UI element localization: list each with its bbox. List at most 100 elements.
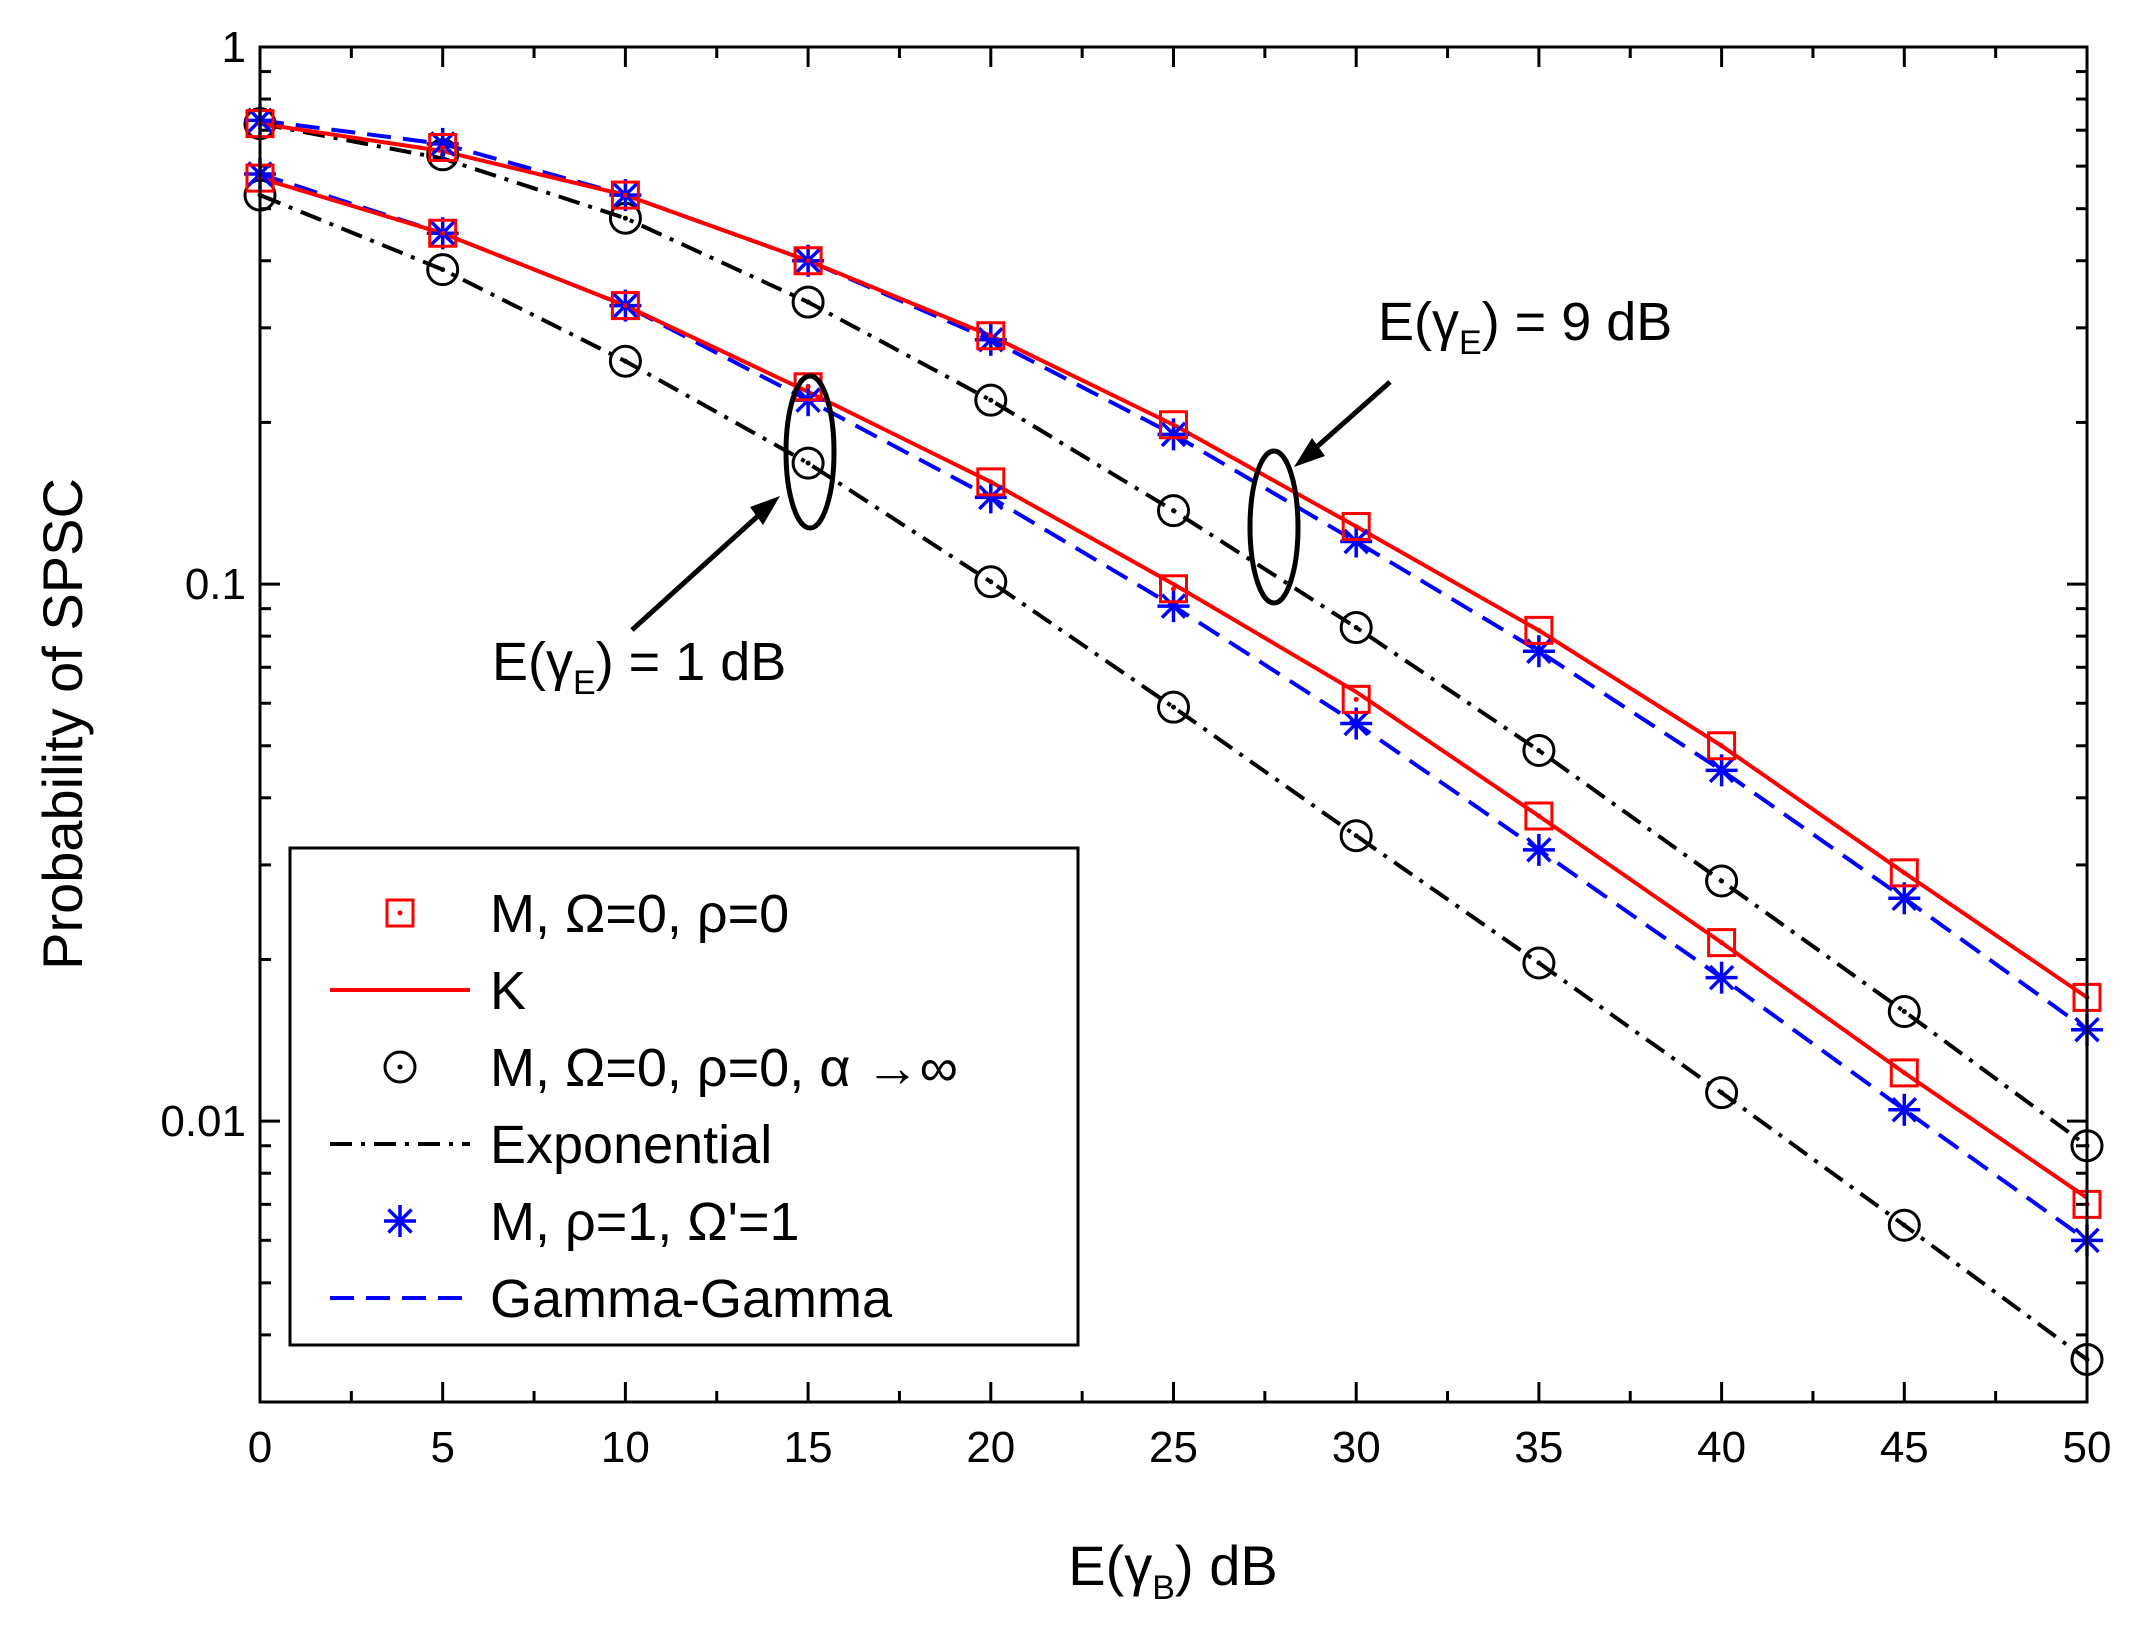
square-marker-dot [440,230,446,236]
point-m-0-0 [1889,858,1919,888]
point-m-1-1 [1705,961,1738,994]
point-m-1-1 [1340,525,1373,558]
circle-marker-dot [805,460,811,466]
plot-frame [258,45,2089,1404]
annotation-text-9db: E(γE) = 9 dB [1378,292,1672,362]
circle-marker-dot [1901,1222,1907,1228]
point-m-0-0 [1157,494,1190,528]
x-tick-label: 40 [1697,1423,1746,1472]
point-m-0-0 [1522,946,1556,980]
star-stroke [1708,757,1735,784]
circle-marker-dot [988,397,994,403]
point-m-0-0 [1524,801,1554,831]
square-marker-dot [988,479,994,485]
star-stroke [1891,885,1918,912]
x-tick-label: 5 [430,1423,454,1472]
y-tick-label: 0.1 [185,560,246,609]
star-stroke [1708,964,1735,991]
point-m-0-0 [1887,995,1921,1029]
series-group-0 [243,104,2104,1163]
legend-entry: M, ρ=1, Ω'=1 [384,1192,800,1252]
point-m-0-0 [793,246,823,276]
circle-marker-ring [1339,611,1373,645]
circle-marker-ring [383,1050,417,1084]
legend-entry: Gamma-Gamma [330,1269,893,1329]
legend-label: M, Ω=0, ρ=0, α →∞ [490,1038,958,1098]
square-marker-dot [1719,940,1725,946]
circle-marker-ring [1705,864,1739,898]
circle-marker-ring [791,285,825,319]
star-stroke [1343,528,1369,555]
circle-marker-ring [1157,690,1190,724]
square-marker-dot [622,192,628,198]
circle-marker-ring [426,253,460,287]
point-m-0-0 [791,446,825,480]
tick-labels: 0 5 10 15 20 25 30 35 40 45 50 1 0.1 0.01 [160,23,2111,1472]
circle-marker-ring [1339,819,1373,853]
circle-marker-ring [974,383,1008,417]
square-marker-dot [805,258,811,264]
point-m-0-0 [610,291,640,321]
point-m-0-0 [791,285,825,319]
square-marker-dot [622,303,628,309]
x-tick-label: 25 [1149,1423,1198,1472]
circle-marker-dot [1901,1009,1907,1015]
legend: M, Ω=0, ρ=0 K M, Ω=0, ρ=0, α →∞ Exponential… [288,846,1080,1347]
square-marker-box [976,321,1006,351]
circle-marker-ring [1705,1076,1739,1110]
line-k [259,176,2089,1200]
point-m-0-0 [426,253,460,287]
circle-marker-ring [1887,995,1921,1029]
square-marker-box [793,246,823,276]
legend-label: Exponential [490,1115,772,1175]
star-stroke [1160,421,1187,448]
circle-marker-ring [1522,946,1556,980]
square-marker-box [610,291,640,321]
circle-marker-ring [1157,494,1190,528]
square-marker-dot [1171,586,1176,592]
circle-marker-dot [988,579,994,585]
legend-entry: M, Ω=0, ρ=0 [385,884,789,944]
point-m-1-1 [1522,635,1555,668]
point-m-0-0 [976,321,1006,351]
point-m-0-0 [608,344,642,378]
circle-marker-dot [1719,878,1725,884]
x-tick-label: 10 [601,1423,650,1472]
square-marker-box [1707,928,1737,958]
annotation-ellipse-1db [783,373,837,531]
square-marker-dot [1353,524,1359,530]
square-marker-box [1159,410,1188,440]
square-marker-box [610,180,640,210]
point-m-0-0 [974,383,1008,417]
point-m-0-0 [1339,819,1373,853]
square-marker-box [428,132,458,162]
legend-marker [385,898,415,928]
square-marker-dot [1536,627,1542,633]
annotation-ellipse-9db [1247,448,1301,606]
circle-marker-dot [622,358,628,364]
circle-marker-dot [1536,747,1542,753]
square-marker-box [1889,858,1919,888]
annotation-arrow-1db [630,503,772,632]
x-tick-label: 15 [784,1423,833,1472]
legend-label: M, ρ=1, Ω'=1 [490,1192,800,1252]
point-m-0-0 [1339,611,1373,645]
x-tick-label: 30 [1332,1423,1381,1472]
circle-marker-ring [1522,733,1556,767]
point-m-1-1 [974,481,1007,514]
point-m-0-0 [976,467,1006,497]
circle-marker-dot [397,1064,403,1070]
legend-entry: M, Ω=0, ρ=0, α →∞ [383,1038,958,1098]
square-marker-dot [397,910,403,916]
point-m-0-0 [428,218,458,248]
square-marker-dot [805,384,811,390]
circle-marker-ring [608,344,642,378]
square-marker-dot [1353,696,1359,702]
annotation-text-1db: E(γE) = 1 dB [492,632,786,702]
point-m-0-0 [1157,690,1190,724]
point-m-1-1 [1888,882,1921,915]
square-marker-dot [440,144,446,150]
point-m-0-0 [974,565,1008,599]
point-m-0-0 [1159,410,1188,440]
